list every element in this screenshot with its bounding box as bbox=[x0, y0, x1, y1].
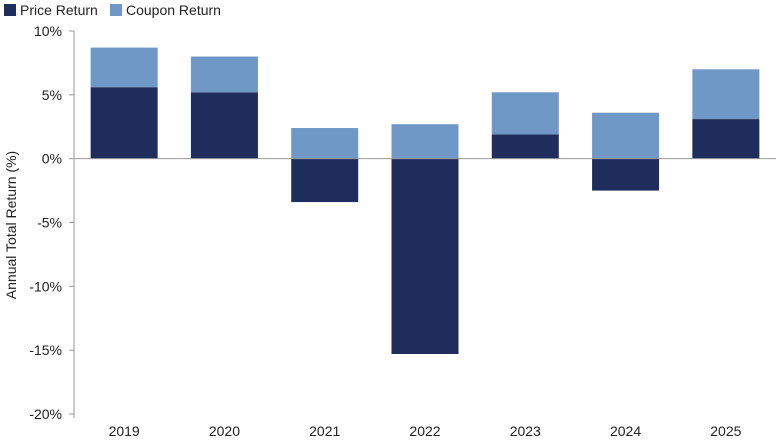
y-tick-label: -5% bbox=[37, 215, 62, 231]
x-tick-label: 2023 bbox=[510, 423, 541, 439]
x-tick-label: 2024 bbox=[610, 423, 641, 439]
bar-price-return-2023 bbox=[491, 134, 559, 159]
bar-coupon-return-2022 bbox=[391, 124, 459, 159]
x-tick-label: 2020 bbox=[209, 423, 240, 439]
bar-price-return-2022 bbox=[391, 158, 459, 354]
legend-label-price-return: Price Return bbox=[20, 2, 98, 18]
bar-price-return-2021 bbox=[291, 158, 359, 203]
bar-price-return-2020 bbox=[190, 92, 258, 159]
bar-coupon-return-2024 bbox=[592, 112, 660, 159]
x-tick-label: 2022 bbox=[409, 423, 440, 439]
legend-swatch-price-return bbox=[4, 4, 16, 16]
bar-coupon-return-2023 bbox=[491, 92, 559, 135]
y-tick-label: 10% bbox=[34, 23, 62, 39]
y-tick-label: 0% bbox=[42, 151, 62, 167]
x-tick-label: 2025 bbox=[710, 423, 741, 439]
y-axis-title: Annual Total Return (%) bbox=[3, 151, 19, 299]
bar-price-return-2025 bbox=[692, 119, 760, 159]
bar-coupon-return-2020 bbox=[190, 56, 258, 93]
bar-coupon-return-2021 bbox=[291, 128, 359, 159]
x-ticks-group: 2019 2020 2021 2022 2023 2024 2025 bbox=[109, 423, 742, 439]
y-ticks-group: 10% 5% 0% -5% -10% -15% -20% bbox=[29, 23, 74, 422]
bars-group bbox=[90, 47, 760, 354]
y-tick-label: -10% bbox=[29, 278, 62, 294]
bar-price-return-2019 bbox=[90, 87, 158, 159]
y-tick-label: -20% bbox=[29, 406, 62, 422]
x-tick-label: 2021 bbox=[309, 423, 340, 439]
legend: Price Return Coupon Return bbox=[4, 2, 221, 18]
legend-swatch-coupon-return bbox=[110, 4, 122, 16]
bar-coupon-return-2025 bbox=[692, 69, 760, 120]
y-tick-label: 5% bbox=[42, 87, 62, 103]
bar-price-return-2024 bbox=[592, 158, 660, 191]
y-tick-label: -15% bbox=[29, 342, 62, 358]
x-tick-label: 2019 bbox=[109, 423, 140, 439]
bar-coupon-return-2019 bbox=[90, 47, 158, 88]
legend-label-coupon-return: Coupon Return bbox=[126, 2, 221, 18]
